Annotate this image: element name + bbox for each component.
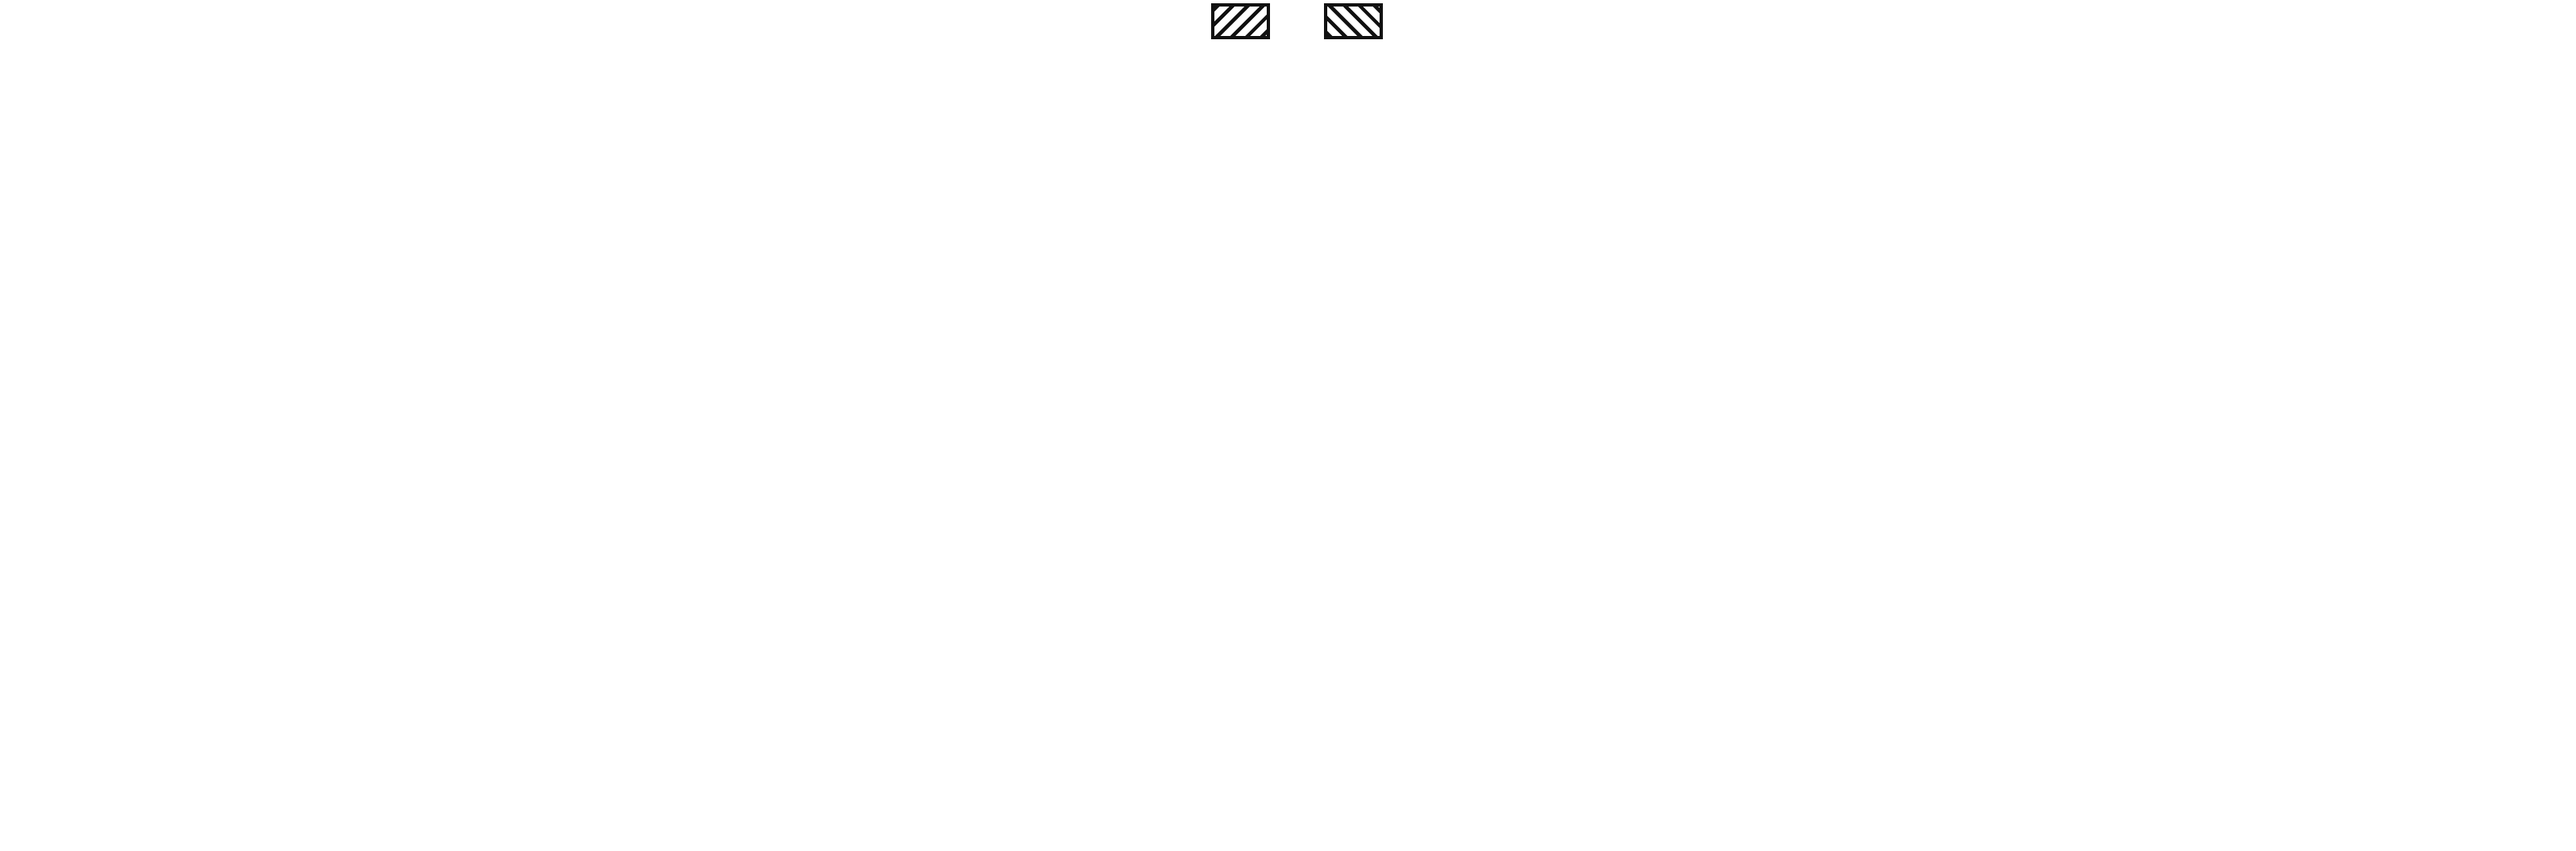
legend-item-0mg [1211,3,1285,39]
forward-hatch-swatch-icon [1211,3,1270,39]
legend [33,3,2576,39]
backward-hatch-swatch-icon [1324,3,1383,39]
legend-item-30mg [1324,3,1398,39]
